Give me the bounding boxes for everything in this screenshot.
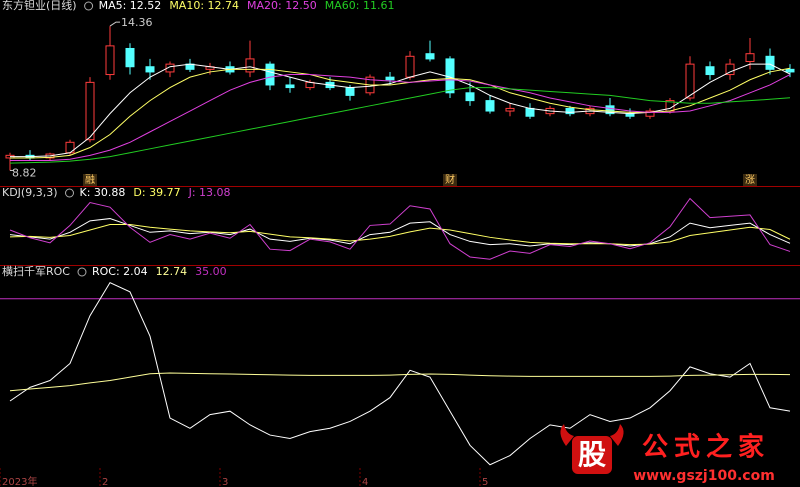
watermark-text: 公式之家 bbox=[642, 432, 770, 463]
series-line bbox=[9, 282, 791, 466]
panel-icon bbox=[84, 1, 94, 11]
legend-entry: K: 30.88 bbox=[80, 186, 126, 199]
candle-body bbox=[725, 63, 735, 76]
candle-body bbox=[565, 107, 575, 115]
x-tick-label: 2023年 bbox=[2, 475, 37, 487]
series-line bbox=[9, 224, 791, 246]
event-badge bbox=[743, 174, 757, 186]
candle-body bbox=[105, 45, 115, 76]
panel-icon bbox=[77, 267, 87, 277]
candle-body bbox=[465, 92, 475, 102]
x-tick-label: 5 bbox=[482, 477, 488, 487]
annotation-leader bbox=[109, 21, 120, 27]
candle-body bbox=[385, 76, 395, 81]
candle-body bbox=[405, 55, 415, 78]
series-line bbox=[9, 197, 791, 260]
candle-body bbox=[785, 68, 795, 73]
legend-entry: 35.00 bbox=[195, 265, 227, 278]
event-badge bbox=[83, 174, 97, 186]
panel-title: KDJ(9,3,3) bbox=[2, 186, 58, 199]
candle-body bbox=[345, 87, 355, 96]
series-line bbox=[10, 63, 791, 158]
event-label: 涨 bbox=[745, 174, 755, 186]
candle-body bbox=[605, 105, 615, 115]
candle-body bbox=[445, 58, 455, 94]
series-line bbox=[9, 87, 791, 164]
candle-body bbox=[485, 100, 495, 112]
panel-icon bbox=[65, 188, 74, 198]
watermark: 股 公式之家 www.gszj100.com bbox=[560, 424, 775, 484]
candle-body bbox=[505, 107, 515, 112]
series-line bbox=[9, 218, 791, 247]
legend-entry: MA60: 11.61 bbox=[325, 0, 395, 12]
series-line bbox=[10, 74, 791, 162]
legend-entry: MA10: 12.74 bbox=[169, 0, 239, 12]
event-label: 财 bbox=[445, 173, 455, 186]
legend-entry: MA20: 12.50 bbox=[247, 0, 317, 12]
candle-body bbox=[165, 63, 175, 73]
watermark-icon: 股 bbox=[578, 438, 606, 471]
candle-body bbox=[245, 58, 255, 73]
candle-body bbox=[745, 53, 755, 63]
candle-body bbox=[425, 53, 435, 60]
legend-entry: 12.74 bbox=[156, 265, 188, 278]
watermark-horns bbox=[560, 424, 624, 446]
x-tick-label: 3 bbox=[222, 477, 228, 487]
series-line bbox=[9, 372, 791, 392]
watermark-badge bbox=[572, 436, 612, 474]
candle-body bbox=[285, 84, 295, 89]
x-tick-label: 2 bbox=[102, 477, 108, 487]
candle-body bbox=[765, 55, 775, 70]
high-label: 14.36 bbox=[121, 16, 153, 29]
candle-body bbox=[85, 81, 95, 141]
panel-title: 横扫千军ROC bbox=[2, 264, 70, 278]
event-label: 融 bbox=[85, 174, 95, 186]
candle-body bbox=[125, 47, 135, 68]
panel-title: 东方钽业(日线) bbox=[2, 0, 77, 12]
candle-body bbox=[685, 63, 695, 99]
candle-body bbox=[265, 63, 275, 86]
candle-body bbox=[645, 110, 655, 117]
x-tick-label: 4 bbox=[362, 477, 368, 487]
series-line bbox=[10, 67, 791, 159]
legend-entry: J: 13.08 bbox=[188, 186, 231, 199]
candle-body bbox=[705, 66, 715, 76]
low-label: 8.82 bbox=[12, 166, 37, 179]
legend-entry: D: 39.77 bbox=[133, 186, 180, 199]
legend-entry: ROC: 2.04 bbox=[92, 265, 148, 278]
legend-entry: MA5: 12.52 bbox=[99, 0, 162, 12]
event-badge bbox=[443, 174, 457, 186]
watermark-url: www.gszj100.com bbox=[633, 468, 775, 484]
candle-body bbox=[145, 66, 155, 73]
candle-body bbox=[525, 107, 535, 117]
